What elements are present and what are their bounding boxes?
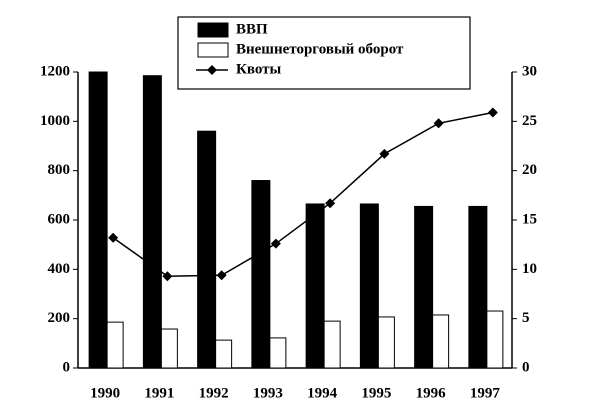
marker	[487, 107, 498, 118]
bar	[323, 320, 341, 369]
y2-tick-label: 10	[522, 261, 537, 277]
bar	[142, 75, 162, 369]
y2-tick-label: 0	[522, 359, 530, 375]
marker	[379, 148, 390, 159]
legend-label: Внешнеторговый оборот	[236, 41, 404, 57]
y-tick-label: 0	[63, 359, 71, 375]
marker	[325, 198, 336, 209]
bar	[251, 180, 271, 369]
legend-label: ВВП	[236, 21, 268, 37]
legend-swatch	[197, 22, 229, 38]
bar	[414, 205, 434, 369]
bar	[215, 339, 233, 369]
bar	[269, 337, 287, 369]
x-tick-label: 1990	[90, 385, 120, 401]
line	[112, 111, 494, 277]
y-tick-label: 200	[48, 310, 71, 326]
x-tick-label: 1994	[307, 385, 338, 401]
bar	[359, 203, 379, 369]
y-tick-label: 400	[48, 261, 71, 277]
marker	[108, 232, 119, 243]
bar	[88, 71, 108, 369]
y2-tick-label: 30	[522, 63, 537, 79]
marker	[162, 271, 173, 282]
marker	[433, 118, 444, 129]
y2-tick-label: 15	[522, 211, 537, 227]
x-tick-label: 1995	[361, 385, 391, 401]
y2-tick-label: 20	[522, 162, 537, 178]
y-tick-label: 800	[48, 162, 71, 178]
marker	[216, 270, 227, 281]
legend-swatch	[197, 42, 229, 58]
bar	[305, 203, 325, 369]
y-tick-label: 600	[48, 211, 71, 227]
y-tick-label: 1000	[40, 113, 70, 129]
x-tick-label: 1997	[470, 385, 501, 401]
y2-tick-label: 25	[522, 113, 537, 129]
y-tick-label: 1200	[40, 63, 70, 79]
bar	[377, 316, 395, 369]
x-tick-label: 1991	[144, 385, 174, 401]
bar	[160, 328, 178, 369]
y2-tick-label: 5	[522, 310, 530, 326]
bar	[468, 205, 488, 369]
bar	[486, 310, 504, 369]
x-tick-label: 1992	[199, 385, 229, 401]
marker	[270, 238, 281, 249]
x-tick-label: 1993	[253, 385, 283, 401]
bar	[432, 314, 450, 369]
x-tick-label: 1996	[416, 385, 447, 401]
legend-label: Квоты	[236, 61, 282, 77]
bar	[106, 321, 124, 369]
legend-swatch	[207, 65, 217, 75]
bar	[197, 130, 217, 369]
